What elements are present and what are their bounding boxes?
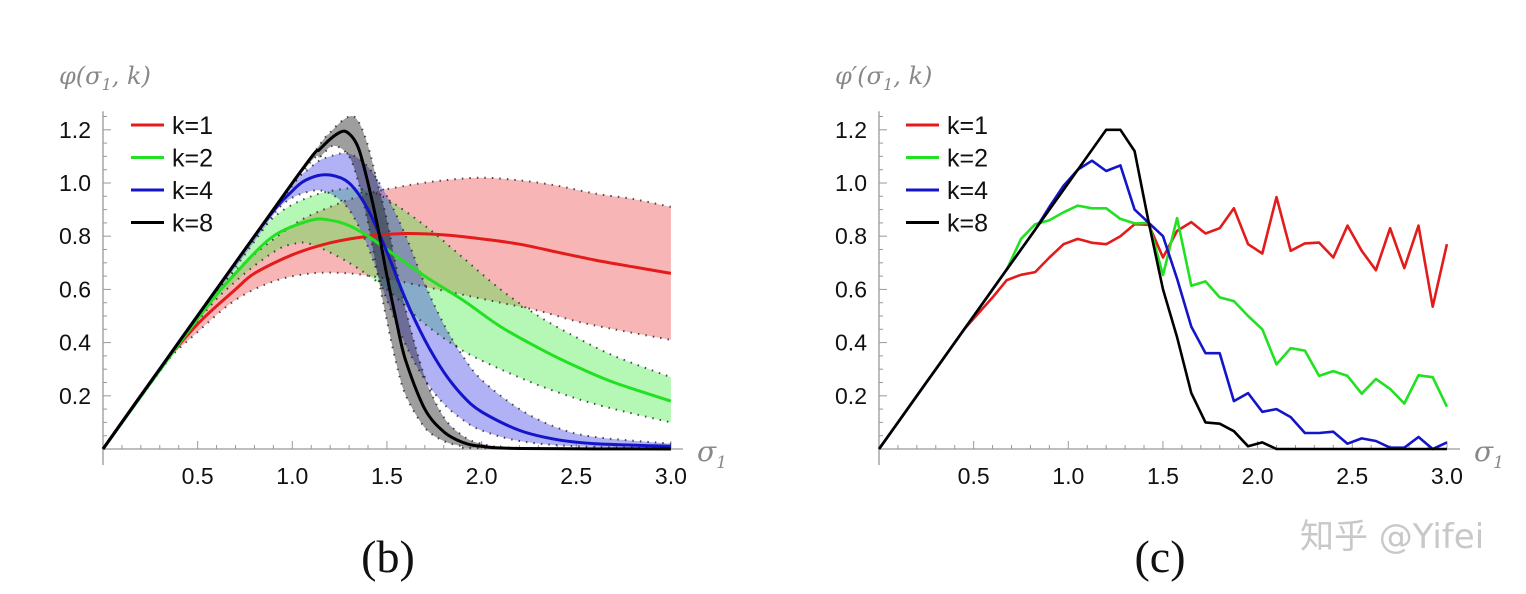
watermark: 知乎 @Yifei bbox=[1300, 517, 1484, 557]
band-lower-edge-k8 bbox=[102, 144, 671, 450]
line-k8 bbox=[877, 128, 1447, 451]
y-tick-label: 0.8 bbox=[59, 223, 91, 249]
y-axis-label: φ(σ1, k) bbox=[59, 62, 151, 94]
x-tick-label: 1.0 bbox=[1052, 463, 1084, 489]
mean-line-k1 bbox=[101, 231, 672, 450]
x-axis-label-main: σ bbox=[1474, 435, 1494, 468]
y-tick-label: 1.2 bbox=[59, 117, 91, 143]
legend-label: k=4 bbox=[172, 177, 213, 205]
band-upper-edge-k1 bbox=[102, 176, 672, 450]
y-tick-label: 1.0 bbox=[835, 170, 867, 196]
x-tick-label: 0.5 bbox=[182, 463, 214, 489]
x-tick-label: 1.5 bbox=[371, 463, 403, 489]
chart-panel-c: 0.5 1.0 1.5 2.0 2.5 3.0 0.2 0.4 0.6 0.8 1.0 1.2 φ′(σ… bbox=[835, 62, 1504, 489]
legend-label: k=1 bbox=[947, 112, 988, 140]
x-tick-label: 2.5 bbox=[560, 463, 592, 489]
legend-label: k=4 bbox=[947, 177, 988, 205]
y-axis-label-main: φ(σ bbox=[59, 62, 102, 90]
x-tick-label: 1.0 bbox=[276, 463, 308, 489]
mean-line-k2 bbox=[101, 217, 672, 450]
x-tick-label: 2.0 bbox=[1242, 463, 1274, 489]
legend-label: k=8 bbox=[947, 210, 988, 238]
legend-label: k=2 bbox=[172, 145, 213, 173]
x-axis-label-main: σ bbox=[697, 435, 717, 468]
chart-panel-b: 0.5 1.0 1.5 2.0 2.5 3.00.20.40.60.81.01.2φ(σ1… bbox=[59, 62, 727, 489]
line-k1 bbox=[877, 195, 1449, 450]
legend-label: k=1 bbox=[172, 112, 213, 140]
x-tick-label: 3.0 bbox=[1431, 463, 1463, 489]
y-axis-label-rest: , k) bbox=[112, 62, 151, 90]
y-tick-label: 0.6 bbox=[59, 276, 91, 302]
x-axis-label-sub: 1 bbox=[716, 453, 727, 473]
y-axis-label-main: φ′(σ bbox=[835, 62, 884, 90]
legend-label: k=8 bbox=[172, 210, 213, 238]
y-axis-label: φ′(σ1, k) bbox=[835, 62, 932, 94]
caption-b: (b) bbox=[361, 531, 415, 582]
mean-line-k8 bbox=[101, 129, 671, 451]
x-tick-label: 2.0 bbox=[466, 463, 498, 489]
mean-line-k4 bbox=[101, 173, 671, 450]
x-axis-label-sub: 1 bbox=[1493, 453, 1504, 473]
y-tick-label: 0.8 bbox=[835, 223, 867, 249]
x-axis-label: σ1 bbox=[1474, 435, 1504, 473]
y-axis-label-sub: 1 bbox=[883, 75, 893, 94]
y-tick-label: 0.4 bbox=[835, 330, 867, 356]
legend-label: k=2 bbox=[947, 145, 988, 173]
y-tick-label: 1.2 bbox=[835, 117, 867, 143]
y-tick-label: 0.2 bbox=[835, 383, 867, 409]
x-tick-label: 0.5 bbox=[958, 463, 990, 489]
x-tick-label: 2.5 bbox=[1336, 463, 1368, 489]
y-tick-label: 0.6 bbox=[835, 276, 867, 302]
confidence-band-k4 bbox=[103, 153, 671, 450]
x-axis-label: σ1 bbox=[697, 435, 727, 473]
x-tick-label: 3.0 bbox=[655, 463, 687, 489]
y-tick-label: 0.4 bbox=[59, 330, 91, 356]
band-upper-edge-k4 bbox=[102, 152, 671, 450]
y-axis-label-rest: , k) bbox=[893, 62, 932, 90]
y-tick-label: 1.0 bbox=[59, 170, 91, 196]
x-tick-label: 1.5 bbox=[1147, 463, 1179, 489]
y-tick-label: 0.2 bbox=[59, 383, 91, 409]
caption-c: (c) bbox=[1134, 531, 1185, 582]
y-axis-label-sub: 1 bbox=[102, 75, 112, 94]
